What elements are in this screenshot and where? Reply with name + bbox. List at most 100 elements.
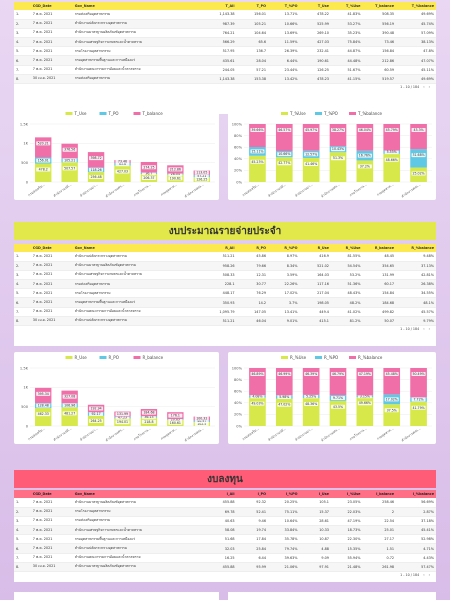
table-cell: 1. bbox=[14, 498, 31, 508]
table-row[interactable]: 3. 7 พ.ค. 2021 สำนักงานเศรษฐกิจการเกษตรและ… bbox=[14, 270, 436, 281]
pager-next-icon[interactable]: › bbox=[428, 573, 430, 577]
table-cell: กรมอุตสาหกรรมพื้นฐานและการเหมืองแร่ bbox=[72, 297, 201, 308]
table-row[interactable]: 2. 7 พ.ค. 2021 สำนักงานมาตรฐานผลิตภัณฑ์อุต… bbox=[14, 261, 436, 271]
column-header[interactable]: R_%PO bbox=[268, 244, 300, 252]
legend-swatch bbox=[281, 356, 288, 359]
bar-segment[interactable] bbox=[35, 163, 52, 182]
table-row[interactable]: 6. 7 พ.ค. 2021 กรมอุตสาหกรรมพื้นฐานและการเ… bbox=[14, 55, 436, 66]
table-row[interactable]: 5. 7 พ.ค. 2021 กรมอุตสาหกรรมพื้นฐานและการเ… bbox=[14, 534, 436, 545]
pager-next-icon[interactable]: › bbox=[428, 327, 430, 331]
table-cell: 16.25 bbox=[200, 553, 237, 563]
column-header[interactable]: R_balance bbox=[362, 244, 397, 252]
column-header[interactable]: R_All bbox=[200, 244, 237, 252]
column-header[interactable]: T_%balance bbox=[396, 2, 436, 10]
column-header[interactable]: I_All bbox=[200, 490, 237, 498]
table-row[interactable]: 7. 7 พ.ค. 2021 สำนักงานคณะกรรมการอ้อยและน้… bbox=[14, 65, 436, 75]
table-row[interactable]: 1. 7 พ.ค. 2021 กรมส่งเสริมอุตสาหกรรม 1,143.… bbox=[14, 10, 436, 20]
column-header[interactable]: CGD_Date bbox=[30, 244, 73, 252]
column-header[interactable]: T_%PO bbox=[268, 2, 300, 10]
y-tick-label: 60% bbox=[234, 390, 243, 394]
pager-next-icon[interactable]: › bbox=[428, 85, 430, 89]
legend-label: T_balance bbox=[142, 111, 164, 116]
column-header[interactable]: I_%Use bbox=[330, 490, 363, 498]
table-cell: 217.04 bbox=[299, 288, 331, 299]
table-row[interactable]: 3. 7 พ.ค. 2021 สำนักงานมาตรฐานผลิตภัณฑ์อุต… bbox=[14, 28, 436, 39]
table-row[interactable]: 7. 7 พ.ค. 2021 สำนักงานคณะกรรมการอ้อยและน้… bbox=[14, 553, 436, 563]
table-cell: 3. bbox=[14, 516, 31, 527]
table-row[interactable]: 8. 30 เม.ย. 2021 สำนักงานมาตรฐานผลิตภัณฑ์อ… bbox=[14, 562, 436, 573]
column-header[interactable]: R_%Use bbox=[330, 244, 363, 252]
bar-segment[interactable] bbox=[410, 149, 427, 168]
table-cell: 478.23 bbox=[299, 74, 331, 85]
table-row[interactable]: 2. 7 พ.ค. 2021 กรมโรงงานอุตสาหกรรม 69.78 52.… bbox=[14, 507, 436, 517]
table-cell: 17.02% bbox=[268, 288, 300, 299]
column-header[interactable]: R_PO bbox=[236, 244, 268, 252]
table-row[interactable]: 4. 7 พ.ค. 2021 สำนักงานเศรษฐกิจการเกษตรและ… bbox=[14, 525, 436, 536]
y-tick-label: 100% bbox=[232, 366, 243, 370]
legend-label: R_%balance bbox=[358, 355, 383, 360]
column-header[interactable]: T_balance bbox=[362, 2, 397, 10]
table-cell: 566.29 bbox=[200, 37, 237, 48]
data-label: 481.27 bbox=[64, 411, 75, 415]
column-header[interactable]: T_PO bbox=[236, 2, 268, 10]
y-tick-label: 80% bbox=[234, 378, 243, 382]
pager-prev-icon[interactable]: ‹ bbox=[423, 85, 425, 89]
table-cell: 104.64 bbox=[236, 28, 268, 39]
bar-segment[interactable] bbox=[61, 162, 78, 182]
table-cell: 58.08 bbox=[200, 525, 237, 536]
table-pager[interactable]: 1 - 10 / 184 ‹ › bbox=[14, 326, 436, 333]
x-tick-label: สำนักงานเศร... bbox=[320, 183, 340, 199]
column-header[interactable]: T_Use bbox=[299, 2, 331, 10]
column-header[interactable]: I_Use bbox=[299, 490, 331, 498]
table-row[interactable]: 4. 7 พ.ค. 2021 สำนักงานเศรษฐกิจการเกษตรและ… bbox=[14, 37, 436, 48]
table-cell: 21.48% bbox=[330, 562, 363, 573]
table-cell: สำนักงานเศรษฐกิจการเกษตรและน้ำตาลทราย bbox=[72, 37, 201, 48]
column-header[interactable]: I_%balance bbox=[396, 490, 436, 498]
table-row[interactable]: 1. 7 พ.ค. 2021 สำนักงานมาตรฐานผลิตภัณฑ์อุต… bbox=[14, 498, 436, 508]
table-cell: 258.46 bbox=[362, 498, 397, 508]
table-pager[interactable]: 1 - 10 / 184 ‹ › bbox=[14, 572, 436, 579]
table-cell: 52.41 bbox=[236, 507, 268, 517]
table-pager[interactable]: 1 - 10 / 184 ‹ › bbox=[14, 84, 436, 91]
table-cell: 37.13% bbox=[396, 261, 436, 271]
data-label-bg bbox=[250, 159, 265, 164]
table-row[interactable]: 5. 7 พ.ค. 2021 กรมโรงงานอุตสาหกรรม 448.17 76… bbox=[14, 288, 436, 299]
table-cell: 48.2% bbox=[330, 297, 363, 308]
bar-segment[interactable] bbox=[114, 165, 131, 182]
table-row[interactable]: 3. 7 พ.ค. 2021 กรมส่งเสริมอุตสาหกรรม 40.63 9… bbox=[14, 516, 436, 527]
x-tick-label: สำนักงานมา... bbox=[79, 183, 98, 198]
column-header[interactable]: T_%Use bbox=[330, 2, 363, 10]
column-header[interactable]: I_%PO bbox=[268, 490, 300, 498]
table-cell: 184.68 bbox=[362, 297, 397, 308]
table-row[interactable]: 5. 7 พ.ค. 2021 กรมโรงงานอุตสาหกรรม 517.95 13… bbox=[14, 46, 436, 57]
data-label-bg bbox=[115, 420, 130, 425]
table-row[interactable]: 8. 30 เม.ย. 2021 สำนักงานปลัดกระทรวงอุตสาห… bbox=[14, 316, 436, 327]
bar-segment[interactable] bbox=[61, 407, 78, 426]
data-label-bg bbox=[141, 410, 156, 415]
table-row[interactable]: 8. 30 เม.ย. 2021 กรมส่งเสริมอุตสาหกรรม 1,14… bbox=[14, 74, 436, 85]
table-cell: 45.74% bbox=[396, 19, 436, 29]
table-row[interactable]: 2. 7 พ.ค. 2021 สำนักงานปลัดกระทรวงอุตสาหกร… bbox=[14, 19, 436, 29]
column-header[interactable]: CGD_Date bbox=[30, 2, 73, 10]
column-header[interactable]: I_balance bbox=[362, 490, 397, 498]
data-label: 45.97% bbox=[305, 128, 317, 132]
table-row[interactable]: 6. 7 พ.ค. 2021 กรมอุตสาหกรรมพื้นฐานและการเ… bbox=[14, 297, 436, 308]
column-header[interactable]: R_Use bbox=[299, 244, 331, 252]
pager-range: 1 - 10 / 184 bbox=[400, 85, 420, 89]
y-tick-label: 100% bbox=[232, 122, 243, 126]
column-header[interactable]: I_PO bbox=[236, 490, 268, 498]
table-cell: 37.18% bbox=[396, 516, 436, 527]
pager-prev-icon[interactable]: ‹ bbox=[423, 573, 425, 577]
column-header[interactable]: R_%balance bbox=[396, 244, 436, 252]
column-header[interactable]: CGD_Date bbox=[30, 490, 73, 498]
table-row[interactable]: 1. 7 พ.ค. 2021 สำนักงานปลัดกระทรวงอุตสาหกร… bbox=[14, 252, 436, 262]
bar-segment[interactable] bbox=[35, 408, 52, 426]
pager-prev-icon[interactable]: ‹ bbox=[423, 327, 425, 331]
table-row[interactable]: 6. 7 พ.ค. 2021 สำนักงานปลัดกระทรวงอุตสาหกร… bbox=[14, 543, 436, 554]
column-header[interactable]: T_All bbox=[200, 2, 237, 10]
table-row[interactable]: 7. 7 พ.ค. 2021 สำนักงานคณะกรรมการอ้อยและน้… bbox=[14, 307, 436, 317]
legend-label: T_%PO bbox=[323, 111, 338, 116]
table-cell: 81.55% bbox=[330, 252, 363, 262]
table-cell: 4. bbox=[14, 37, 31, 48]
table-row[interactable]: 4. 7 พ.ค. 2021 กรมส่งเสริมอุตสาหกรรม 228.1 3… bbox=[14, 279, 436, 290]
